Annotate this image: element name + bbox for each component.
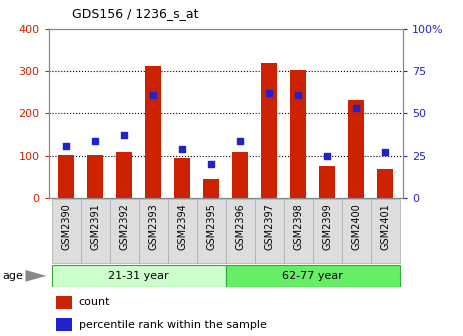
Point	[237, 138, 244, 143]
Point	[207, 162, 215, 167]
FancyBboxPatch shape	[371, 199, 400, 263]
FancyBboxPatch shape	[197, 199, 226, 263]
Bar	[348, 100, 364, 198]
Text: GDS156 / 1236_s_at: GDS156 / 1236_s_at	[72, 7, 198, 20]
Bar	[116, 152, 132, 198]
FancyBboxPatch shape	[342, 199, 371, 263]
Bar	[56, 296, 72, 309]
Bar	[203, 179, 219, 198]
Text: GSM2393: GSM2393	[148, 204, 158, 250]
FancyBboxPatch shape	[81, 199, 110, 263]
Text: GSM2401: GSM2401	[381, 204, 390, 250]
Text: GSM2398: GSM2398	[293, 204, 303, 250]
Point	[120, 133, 128, 138]
Text: 21-31 year: 21-31 year	[108, 271, 169, 281]
Bar	[58, 155, 74, 198]
Bar	[319, 166, 335, 198]
FancyBboxPatch shape	[284, 199, 313, 263]
FancyBboxPatch shape	[313, 199, 342, 263]
Bar	[232, 153, 248, 198]
Text: GSM2397: GSM2397	[264, 204, 274, 250]
Bar	[377, 169, 394, 198]
Point	[266, 90, 273, 96]
FancyBboxPatch shape	[226, 265, 400, 287]
Text: count: count	[79, 297, 110, 307]
Text: age: age	[2, 271, 23, 281]
Bar	[261, 64, 277, 198]
Bar	[145, 66, 161, 198]
FancyBboxPatch shape	[226, 199, 255, 263]
Point	[150, 92, 157, 97]
Point	[91, 138, 99, 143]
Text: GSM2391: GSM2391	[90, 204, 100, 250]
FancyBboxPatch shape	[138, 199, 168, 263]
Text: GSM2396: GSM2396	[235, 204, 245, 250]
Point	[382, 150, 389, 155]
FancyBboxPatch shape	[110, 199, 138, 263]
Bar	[87, 155, 103, 198]
Bar	[290, 70, 307, 198]
Text: 62-77 year: 62-77 year	[282, 271, 343, 281]
Text: GSM2395: GSM2395	[206, 204, 216, 250]
Bar	[174, 158, 190, 198]
Bar	[56, 318, 72, 331]
FancyBboxPatch shape	[168, 199, 197, 263]
Point	[178, 146, 186, 152]
FancyBboxPatch shape	[51, 199, 81, 263]
FancyBboxPatch shape	[255, 199, 284, 263]
Polygon shape	[25, 270, 46, 282]
Text: GSM2392: GSM2392	[119, 204, 129, 250]
Point	[324, 153, 331, 159]
Text: GSM2394: GSM2394	[177, 204, 187, 250]
Text: GSM2390: GSM2390	[61, 204, 71, 250]
Text: GSM2399: GSM2399	[322, 204, 332, 250]
Text: GSM2400: GSM2400	[351, 204, 361, 250]
Point	[353, 106, 360, 111]
Point	[294, 92, 302, 97]
Text: percentile rank within the sample: percentile rank within the sample	[79, 320, 267, 330]
FancyBboxPatch shape	[51, 265, 226, 287]
Point	[63, 143, 70, 148]
